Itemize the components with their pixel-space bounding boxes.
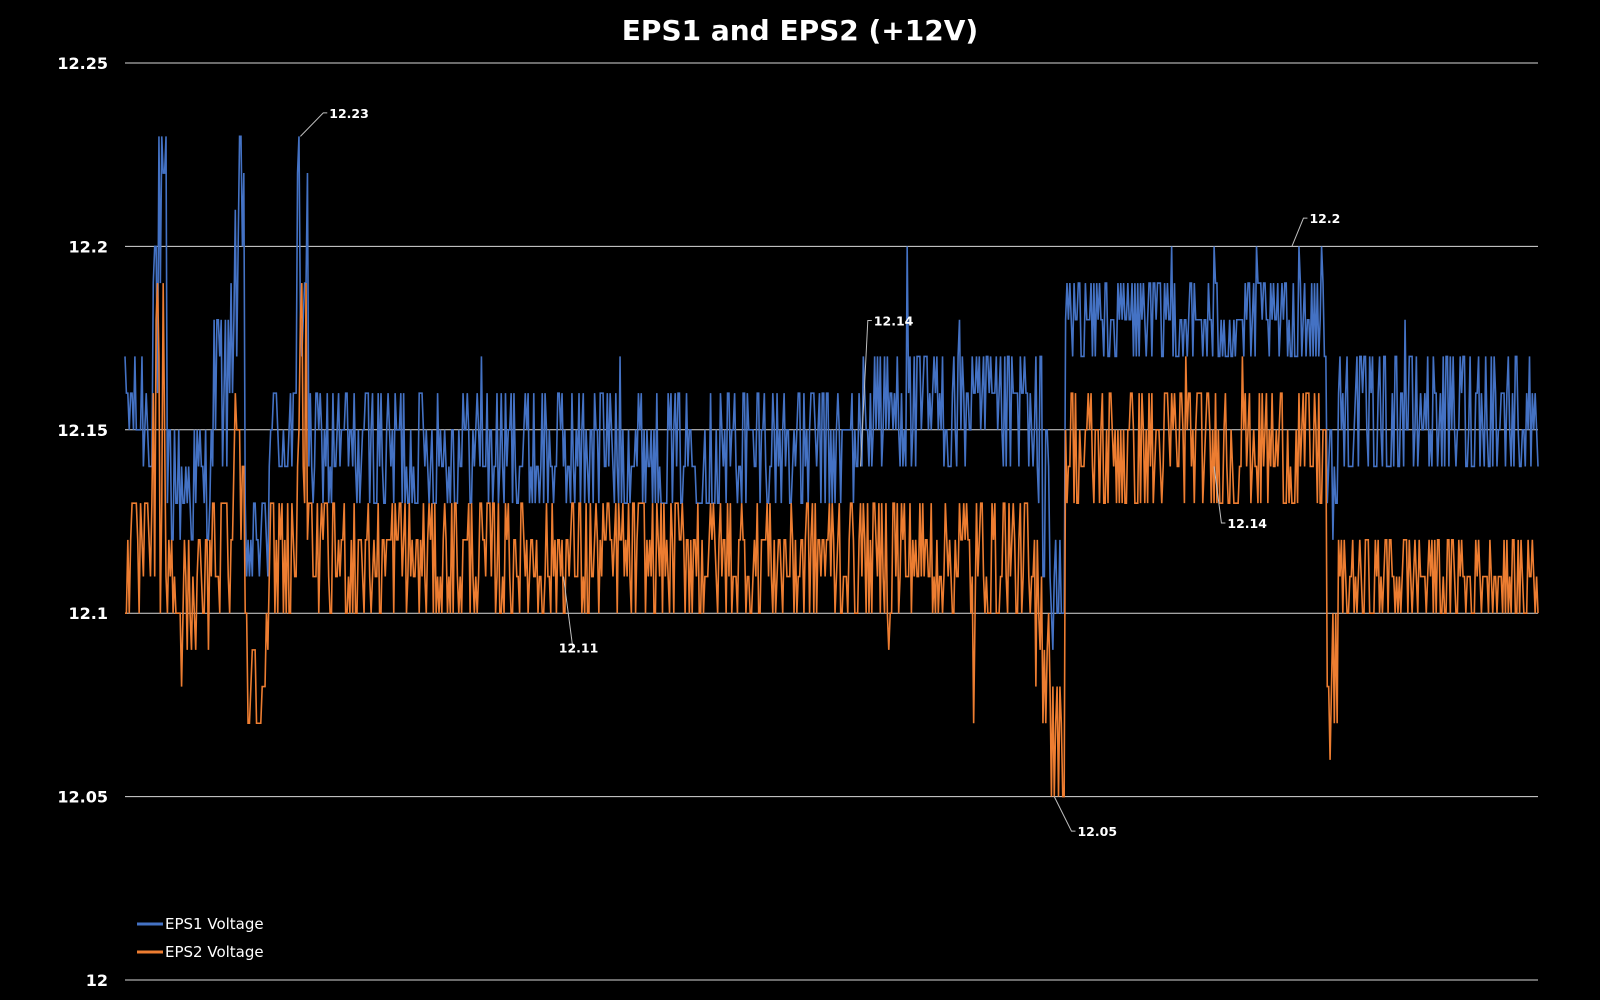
data-label-leader (1291, 217, 1308, 247)
data-label: 12.05 (1077, 824, 1117, 839)
data-label-leader (859, 319, 872, 467)
data-label: 12.2 (1309, 211, 1340, 226)
series-layer (124, 135, 1539, 798)
data-label-leader (300, 112, 328, 137)
legend-label: EPS2 Voltage (165, 943, 264, 961)
y-tick-label: 12.25 (57, 54, 108, 73)
data-label-leader (562, 576, 574, 648)
y-tick-label: 12.05 (57, 788, 108, 807)
chart-title: EPS1 and EPS2 (+12V) (622, 14, 978, 47)
data-label: 12.23 (329, 106, 369, 121)
series-line-eps1 (124, 135, 1539, 650)
data-labels: 12.23 12.14 12.2 12.11 12.14 12.05 (300, 106, 1340, 839)
data-label-leader (1053, 796, 1076, 832)
y-tick-label: 12.1 (69, 604, 108, 623)
data-label-leader (1213, 466, 1226, 524)
y-tick-label: 12.2 (69, 237, 108, 256)
series-line-eps2 (125, 283, 1539, 798)
data-label: 12.14 (1227, 516, 1267, 531)
legend-label: EPS1 Voltage (165, 915, 264, 933)
y-tick-label: 12.15 (57, 421, 108, 440)
data-label: 12.14 (874, 313, 914, 328)
legend: EPS1 Voltage EPS2 Voltage (137, 915, 264, 961)
y-tick-label: 12 (86, 971, 108, 990)
data-label: 12.11 (559, 641, 599, 656)
gridlines (125, 62, 1538, 981)
y-axis-tick-labels: 12 12.05 12.1 12.15 12.2 12.25 (57, 54, 108, 990)
